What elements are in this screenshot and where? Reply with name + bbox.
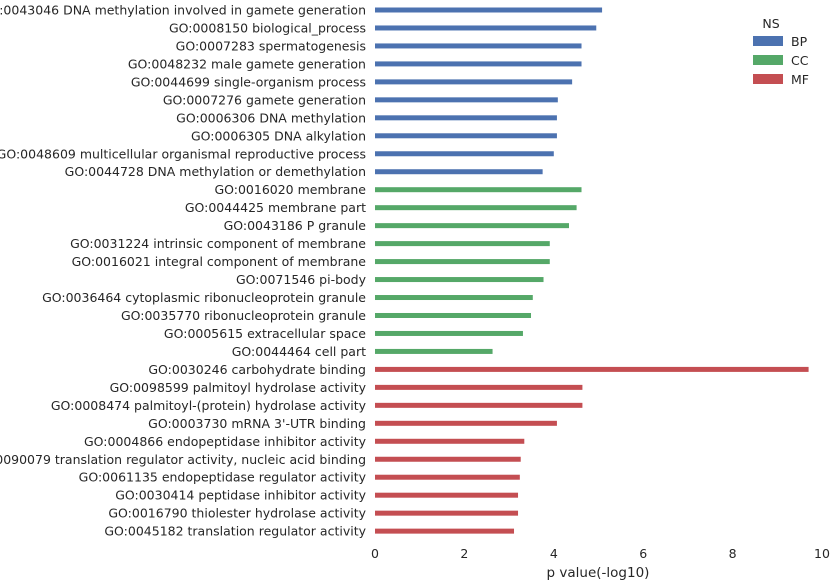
category-label: GO:0045182 translation regulator activit… bbox=[104, 524, 366, 539]
x-tick-label: 2 bbox=[460, 546, 468, 561]
bars-layer bbox=[375, 7, 809, 534]
bar-bp bbox=[375, 151, 554, 157]
category-label: GO:0044425 membrane part bbox=[185, 200, 366, 215]
category-label: GO:0006306 DNA methylation bbox=[176, 110, 366, 125]
bar-mf bbox=[375, 492, 519, 498]
bar-bp bbox=[375, 61, 582, 67]
bar-mf bbox=[375, 456, 521, 462]
category-label: GO:0048609 multicellular organismal repr… bbox=[0, 146, 366, 161]
bar-cc bbox=[375, 187, 582, 193]
bar-cc bbox=[375, 330, 523, 336]
category-label: GO:0044728 DNA methylation or demethylat… bbox=[65, 164, 366, 179]
category-label: GO:0016790 thiolester hydrolase activity bbox=[108, 506, 366, 521]
category-label: GO:0071546 pi-body bbox=[236, 272, 367, 287]
bar-cc bbox=[375, 312, 532, 318]
legend-entries: BP CC MF bbox=[753, 34, 809, 87]
bar-cc bbox=[375, 223, 569, 229]
category-label: GO:0044699 single-organism process bbox=[131, 74, 366, 89]
category-labels: GO:0043046 DNA methylation involved in g… bbox=[0, 3, 367, 539]
x-axis-ticks: 0 2 4 6 8 10 bbox=[371, 546, 830, 561]
bar-mf bbox=[375, 528, 515, 534]
category-label: GO:0006305 DNA alkylation bbox=[191, 128, 366, 143]
category-label: GO:0090079 translation regulator activit… bbox=[0, 452, 366, 467]
category-label: GO:0031224 intrinsic component of membra… bbox=[70, 236, 366, 251]
x-axis-label: p value(-log10) bbox=[547, 565, 650, 581]
legend-swatch-bp bbox=[753, 36, 783, 46]
category-label: GO:0035770 ribonucleoprotein granule bbox=[121, 308, 366, 323]
category-label: GO:0044464 cell part bbox=[232, 344, 366, 359]
category-label: GO:0030246 carbohydrate binding bbox=[148, 362, 366, 377]
legend-title: NS bbox=[762, 16, 779, 31]
bar-bp bbox=[375, 169, 543, 175]
category-label: GO:0008150 biological_process bbox=[169, 20, 366, 35]
legend-swatch-mf bbox=[753, 74, 783, 84]
bar-bp bbox=[375, 115, 557, 121]
bar-cc bbox=[375, 348, 493, 354]
category-label: GO:0036464 cytoplasmic ribonucleoprotein… bbox=[42, 290, 366, 305]
bar-mf bbox=[375, 510, 519, 516]
legend-label-cc: CC bbox=[791, 53, 809, 68]
bar-bp bbox=[375, 25, 597, 31]
bar-bp bbox=[375, 79, 573, 85]
bar-bp bbox=[375, 133, 557, 139]
bar-bp bbox=[375, 43, 582, 49]
bar-cc bbox=[375, 259, 550, 265]
x-tick-label: 6 bbox=[639, 546, 647, 561]
category-label: GO:0061135 endopeptidase regulator activ… bbox=[79, 470, 367, 485]
category-label: GO:0043046 DNA methylation involved in g… bbox=[0, 3, 366, 18]
bar-mf bbox=[375, 474, 520, 480]
category-label: GO:0004866 endopeptidase inhibitor activ… bbox=[84, 434, 367, 449]
category-label: GO:0005615 extracellular space bbox=[164, 326, 366, 341]
legend-label-mf: MF bbox=[791, 72, 809, 87]
category-label: GO:0030414 peptidase inhibitor activity bbox=[115, 488, 366, 503]
bar-bp bbox=[375, 7, 603, 13]
x-tick-label: 8 bbox=[729, 546, 737, 561]
legend: NS BP CC MF bbox=[753, 16, 809, 87]
category-label: GO:0007276 gamete generation bbox=[163, 92, 366, 107]
category-label: GO:0007283 spermatogenesis bbox=[176, 38, 366, 53]
bar-mf bbox=[375, 384, 583, 390]
bar-cc bbox=[375, 205, 577, 211]
bar-mf bbox=[375, 438, 525, 444]
category-label: GO:0043186 P granule bbox=[224, 218, 367, 233]
bar-cc bbox=[375, 295, 533, 301]
legend-swatch-cc bbox=[753, 55, 783, 65]
category-label: GO:0048232 male gamete generation bbox=[128, 56, 366, 71]
category-label: GO:0016020 membrane bbox=[214, 182, 366, 197]
category-label: GO:0008474 palmitoyl-(protein) hydrolase… bbox=[51, 398, 367, 413]
bar-bp bbox=[375, 97, 558, 103]
bar-cc bbox=[375, 277, 544, 283]
category-label: GO:0098599 palmitoyl hydrolase activity bbox=[110, 380, 367, 395]
bar-cc bbox=[375, 241, 550, 247]
x-tick-label: 4 bbox=[550, 546, 558, 561]
x-tick-label: 10 bbox=[814, 546, 830, 561]
bar-mf bbox=[375, 366, 809, 372]
legend-label-bp: BP bbox=[791, 34, 808, 49]
category-label: GO:0016021 integral component of membran… bbox=[72, 254, 367, 269]
category-label: GO:0003730 mRNA 3'-UTR binding bbox=[148, 416, 366, 431]
bar-mf bbox=[375, 420, 557, 426]
bar-mf bbox=[375, 402, 583, 408]
x-tick-label: 0 bbox=[371, 546, 379, 561]
